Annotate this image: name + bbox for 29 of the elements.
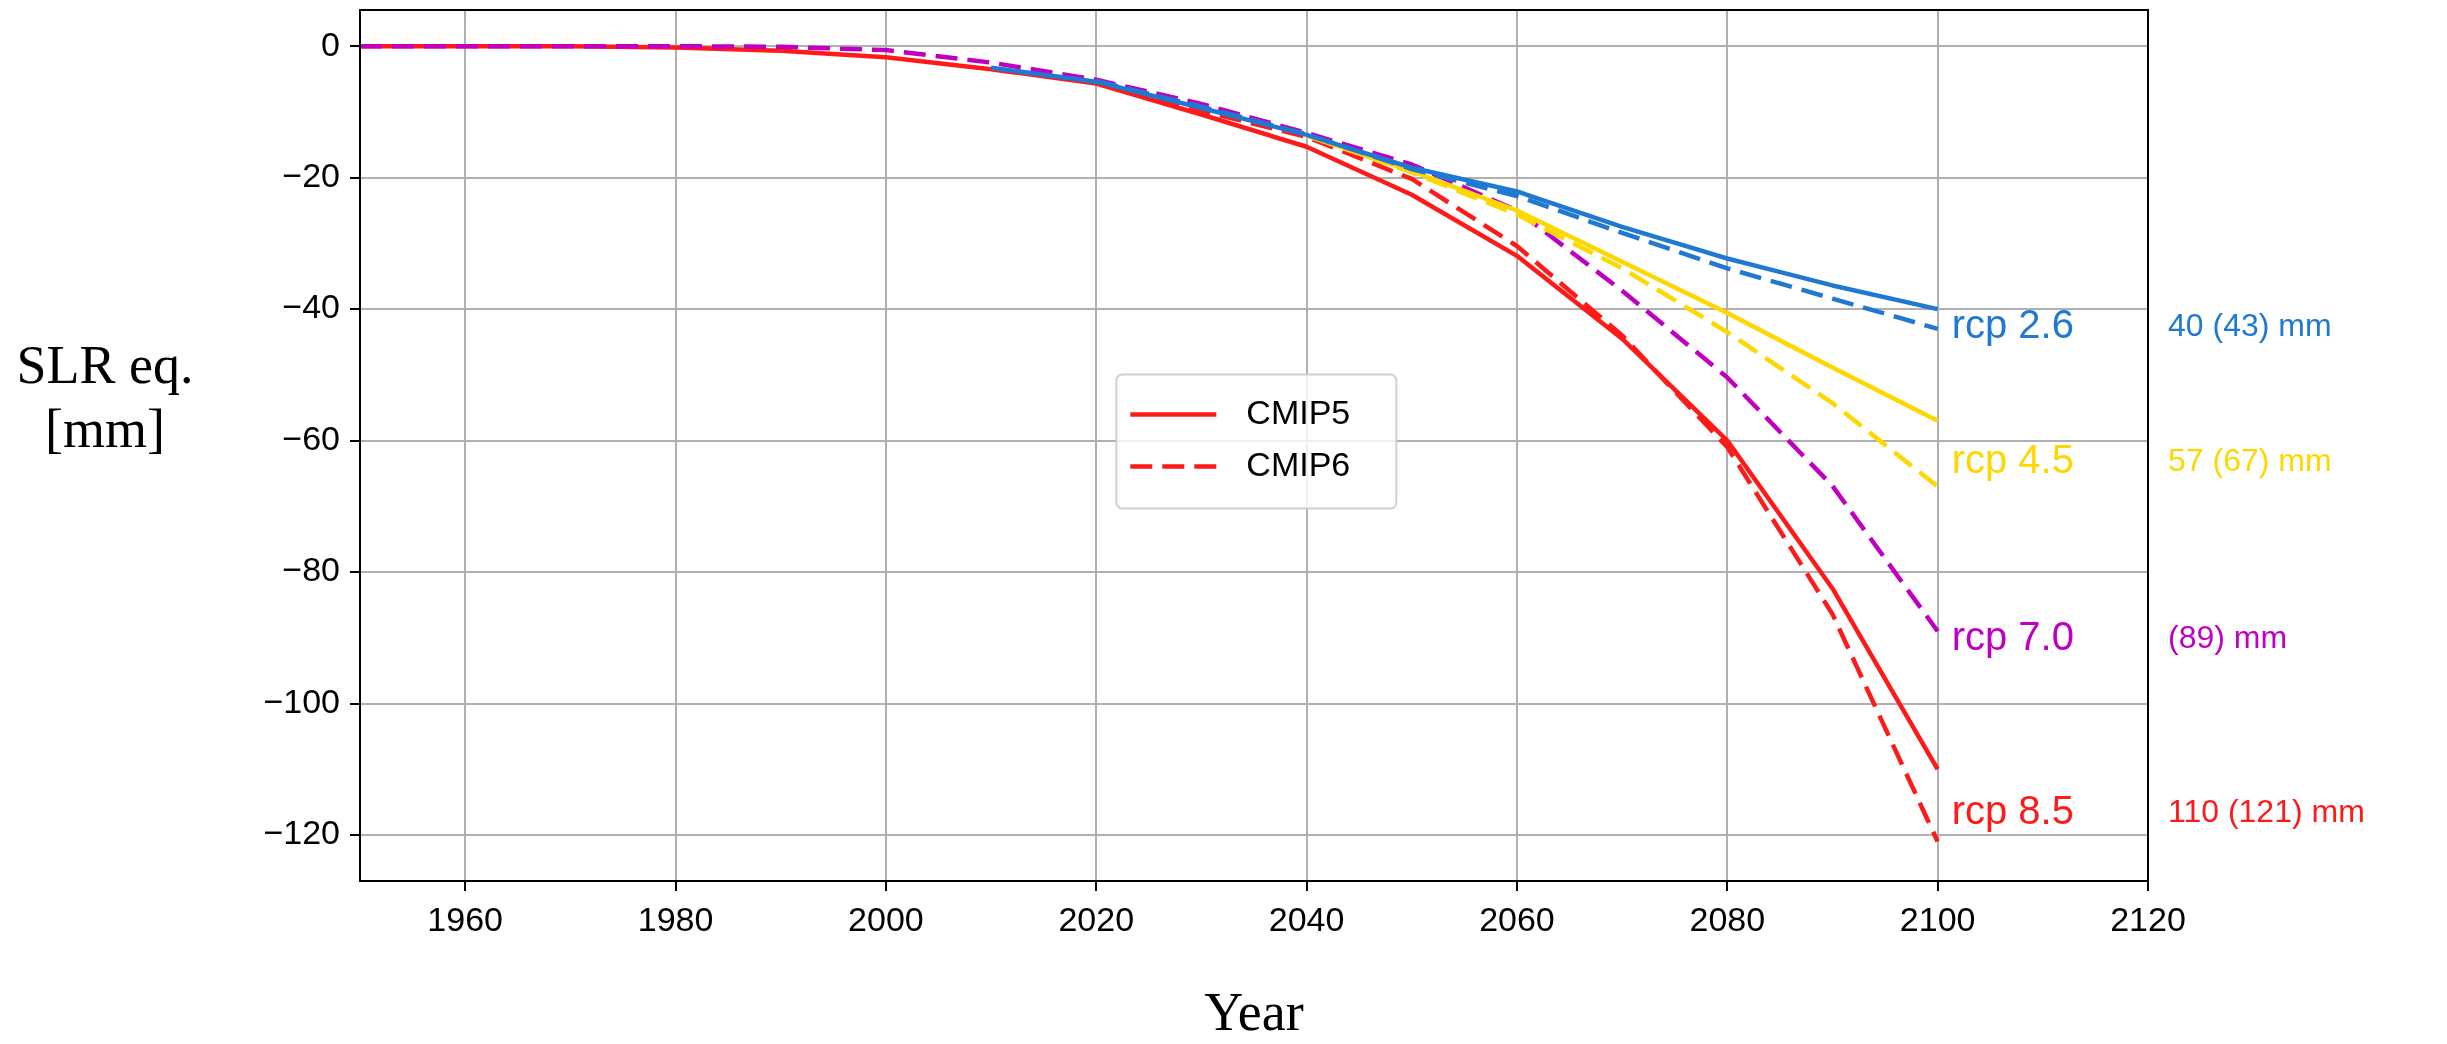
y-tick-label: −20 xyxy=(282,156,340,194)
y-tick-label: −60 xyxy=(282,418,340,457)
text: 40 (43) mm xyxy=(2168,306,2332,343)
text: (89) mm xyxy=(2168,619,2288,656)
annotation: rcp 8.5 xyxy=(1951,788,2074,833)
annotation: rcp 7.0 xyxy=(1951,614,2074,659)
x-tick-label: 2120 xyxy=(2110,899,2186,938)
x-tick-label: 2100 xyxy=(1899,899,1976,938)
x-tick-label: 2060 xyxy=(1479,899,1555,938)
y-tick-label: −120 xyxy=(263,813,340,852)
x-axis-title: Year xyxy=(1204,982,1304,1042)
x-tick-label: 2040 xyxy=(1268,899,1345,938)
text: 57 (67) mm xyxy=(2168,441,2332,478)
y-tick-label: −100 xyxy=(263,681,340,720)
annotation: rcp 2.6 xyxy=(1951,301,2074,346)
text: 110 (121) mm xyxy=(2168,793,2365,830)
y-axis-title: SLR eq. [mm] xyxy=(16,334,194,459)
x-tick-label: 1980 xyxy=(637,899,714,938)
x-tick-label: 1960 xyxy=(427,899,503,938)
y-tick-label: −80 xyxy=(282,550,340,589)
x-tick-label: 2000 xyxy=(848,899,924,938)
legend-label: CMIP6 xyxy=(1246,444,1351,483)
annotation: rcp 4.5 xyxy=(1951,436,2074,481)
y-tick-label: 0 xyxy=(321,24,340,63)
line-series xyxy=(360,43,1940,634)
y-tick-label: −40 xyxy=(282,287,340,326)
x-tick-label: 2020 xyxy=(1058,899,1135,938)
legend-label: CMIP5 xyxy=(1246,392,1351,431)
x-tick-label: 2080 xyxy=(1689,899,1766,938)
